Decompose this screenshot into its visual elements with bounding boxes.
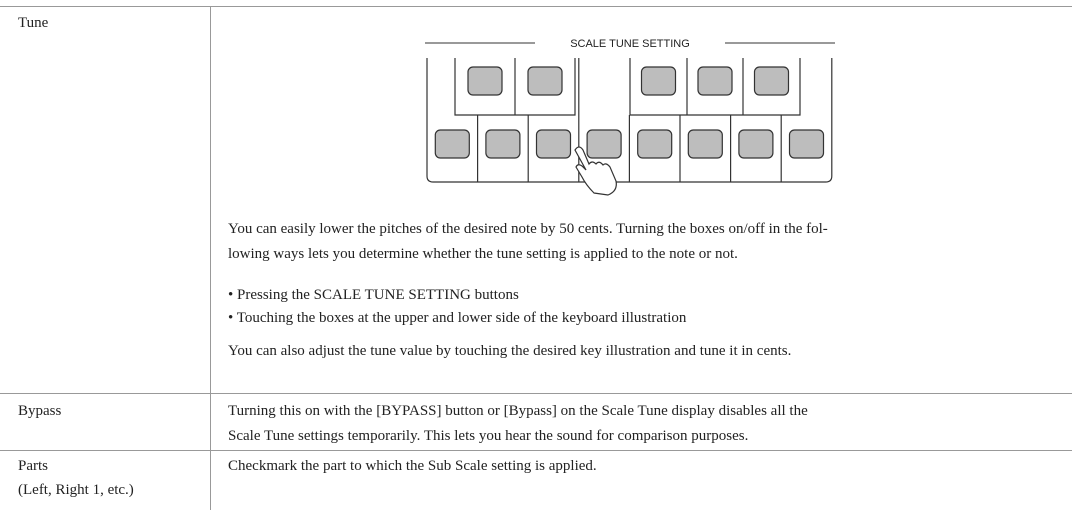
keyboard-illustration: SCALE TUNE SETTING — [425, 38, 835, 196]
rule — [0, 450, 1072, 451]
tune-button — [535, 129, 572, 159]
tune-button — [788, 129, 825, 159]
tune-button — [527, 66, 563, 96]
row-label: Parts — [18, 458, 48, 474]
hand-icon — [574, 146, 617, 196]
tune-button — [485, 129, 521, 159]
row-label: Bypass — [18, 403, 62, 419]
tune-button — [467, 66, 503, 96]
tune-button — [753, 66, 790, 96]
rule — [0, 6, 1072, 7]
paragraph-line: lowing ways lets you determine whether t… — [228, 246, 738, 262]
paragraph-line: Checkmark the part to which the Sub Scal… — [228, 458, 597, 474]
tune-button — [687, 129, 723, 159]
tune-button — [697, 66, 733, 96]
illustration-label: SCALE TUNE SETTING — [570, 38, 690, 50]
tune-button — [586, 129, 622, 159]
tune-button — [434, 129, 470, 159]
tune-button — [738, 129, 774, 159]
paragraph: You can also adjust the tune value by to… — [228, 343, 792, 359]
tune-button — [640, 66, 677, 96]
bullet: • Touching the boxes at the upper and lo… — [228, 310, 687, 326]
row-label: (Left, Right 1, etc.) — [18, 482, 134, 498]
paragraph-line: You can easily lower the pitches of the … — [228, 221, 828, 237]
column-rule — [210, 6, 211, 510]
bullet: • Pressing the SCALE TUNE SETTING button… — [228, 287, 519, 303]
tune-button — [637, 129, 673, 159]
paragraph-line: Turning this on with the [BYPASS] button… — [228, 403, 808, 419]
key-shape — [629, 58, 801, 116]
paragraph-line: Scale Tune settings temporarily. This le… — [228, 428, 749, 444]
row-label: Tune — [18, 15, 49, 31]
rule — [0, 393, 1072, 394]
